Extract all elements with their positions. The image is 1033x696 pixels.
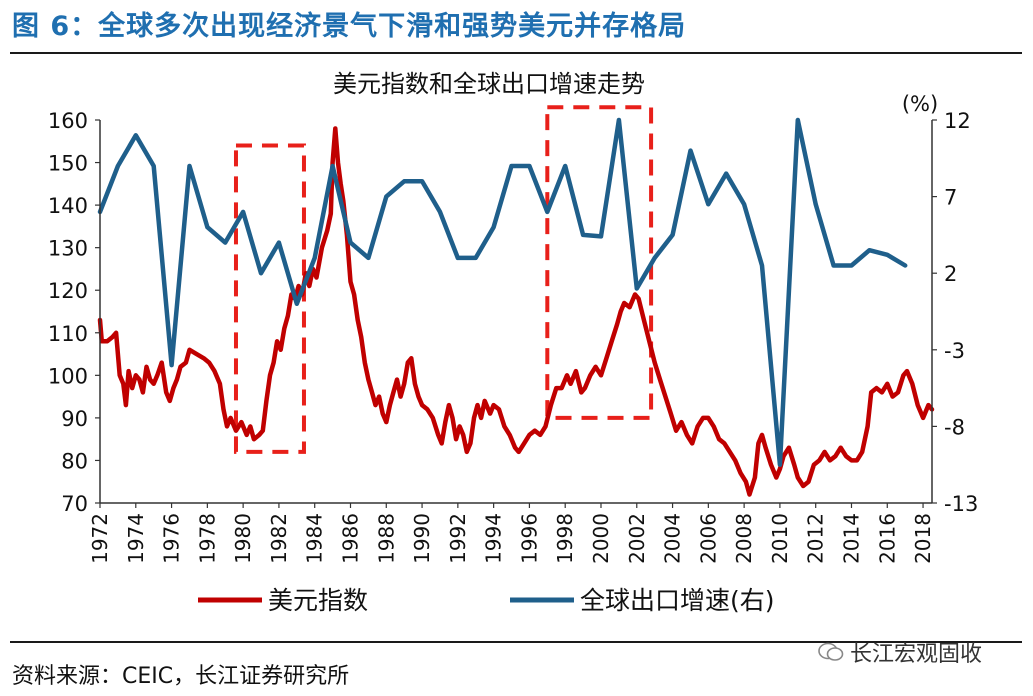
x-tick-label: 1996: [517, 513, 541, 564]
x-tick-label: 2008: [732, 513, 756, 564]
left-tick-label: 120: [48, 279, 88, 303]
left-tick-label: 110: [48, 322, 88, 346]
x-tick-label: 2014: [839, 513, 863, 564]
chart-title: 美元指数和全球出口增速走势: [333, 70, 645, 98]
x-tick-label: 1972: [88, 513, 112, 564]
x-tick-label: 2006: [696, 513, 720, 564]
x-tick-label: 2012: [804, 513, 828, 564]
x-tick-label: 2016: [875, 513, 899, 564]
series-line-usd-index: [97, 126, 935, 497]
x-tick-label: 1986: [338, 513, 362, 564]
x-tick-label: 1988: [374, 513, 398, 564]
left-tick-label: 80: [61, 449, 88, 473]
axes: 70 80 90 100 110 120 130 140 150 160 -13 -8 -3 2 7 12 19…: [48, 109, 978, 564]
figure-title: 图 6：全球多次出现经济景气下滑和强势美元并存格局: [12, 11, 687, 42]
watermark-text: 长江宏观固收: [850, 642, 983, 667]
x-tick-label: 2000: [589, 513, 613, 564]
x-tick-label: 2010: [768, 513, 792, 564]
x-tick-label: 1998: [553, 513, 577, 564]
dollar-index-export-growth-chart: 美元指数和全球出口增速走势 (%) 70 80 90 100 110 120 130 140 1…: [48, 70, 978, 615]
right-tick-label: 2: [944, 262, 957, 286]
left-tick-label: 150: [48, 152, 88, 176]
right-tick-label: 7: [944, 186, 957, 210]
right-axis-unit: (%): [902, 92, 938, 116]
left-tick-label: 90: [61, 407, 88, 431]
legend-usd-label: 美元指数: [268, 586, 368, 615]
right-tick-label: 12: [944, 109, 971, 133]
legend: 美元指数 全球出口增速(右): [198, 586, 775, 615]
x-tick-label: 1974: [124, 513, 148, 564]
right-tick-label: -13: [944, 492, 978, 516]
x-tick-label: 1994: [482, 513, 506, 564]
series-line-export-growth: [97, 117, 908, 467]
x-tick-label: 1978: [195, 513, 219, 564]
left-tick-label: 140: [48, 194, 88, 218]
x-tick-label: 2004: [661, 513, 685, 564]
left-tick-label: 100: [48, 364, 88, 388]
x-tick-label: 1980: [231, 513, 255, 564]
top-divider: [10, 52, 1022, 54]
x-tick-label: 2002: [625, 513, 649, 564]
x-tick-label: 2018: [911, 513, 935, 564]
bottom-divider: [10, 641, 1022, 643]
right-tick-label: -3: [944, 339, 965, 363]
x-tick-label: 1982: [267, 513, 291, 564]
x-tick-label: 1990: [410, 513, 434, 564]
legend-export-label: 全球出口增速(右): [580, 586, 775, 615]
left-tick-label: 130: [48, 237, 88, 261]
x-tick-label: 1976: [160, 513, 184, 564]
left-tick-label: 70: [61, 492, 88, 516]
wechat-icon: [818, 642, 844, 661]
highlight-box-1: [233, 143, 306, 454]
left-tick-label: 160: [48, 109, 88, 133]
right-tick-label: -8: [944, 415, 965, 439]
x-tick-label: 1992: [446, 513, 470, 564]
x-tick-label: 1984: [303, 513, 327, 564]
watermark: 长江宏观固收: [818, 636, 982, 668]
highlight-boxes: [233, 105, 654, 454]
source-note: 资料来源：CEIC，长江证券研究所: [12, 664, 350, 689]
series-layer: [97, 117, 935, 497]
